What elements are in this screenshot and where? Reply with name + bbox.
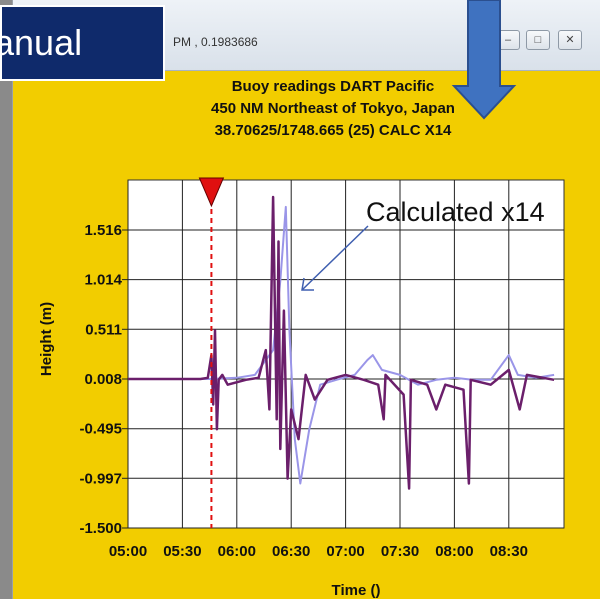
annotation-calculated-label: Calculated x14: [366, 197, 545, 227]
marks-layer: [128, 177, 555, 528]
down-arrow-icon: [451, 0, 517, 120]
manual-label: anual: [0, 22, 83, 63]
chart-title-line-1: Buoy readings DART Pacific: [231, 78, 435, 95]
x-tick-label: 08:30: [490, 543, 528, 560]
measured-series-line: [128, 195, 555, 490]
y-tick-label: -0.997: [79, 470, 122, 487]
event-marker-triangle: [198, 177, 225, 208]
background-strip: [0, 0, 12, 599]
x-axis-label: Time (): [332, 582, 381, 599]
y-tick-label: 1.516: [84, 222, 122, 239]
maximize-button[interactable]: □: [526, 30, 550, 50]
close-button[interactable]: ✕: [558, 30, 582, 50]
x-tick-label: 07:00: [326, 543, 364, 560]
x-tick-label: 05:00: [109, 543, 147, 560]
manual-label-box: anual: [0, 5, 165, 81]
y-tick-label: 0.511: [85, 321, 122, 338]
x-tick-label: 05:30: [163, 543, 201, 560]
plot-layer: 05:00 05:30 06:00 06:30 07:00 07:30 08:00 08:30…: [38, 179, 565, 599]
chart-title-line-3: 38.70625/1748.665 (25) CALC X14: [214, 122, 452, 139]
y-tick-label: 0.008: [84, 371, 122, 388]
overlay-layer: Calculated x14: [301, 0, 545, 291]
y-axis-label: Height (m): [38, 302, 55, 376]
window-title: PM , 0.1983686: [173, 35, 258, 49]
x-tick-label: 07:30: [381, 543, 419, 560]
annotation-pointer-line: [301, 225, 369, 291]
chart-title-block: Buoy readings DART Pacific 450 NM Northe…: [113, 76, 553, 142]
y-tick-label: 1.014: [84, 272, 122, 289]
x-tick-label: 06:30: [272, 543, 310, 560]
annotation-pointer-head: [301, 277, 314, 291]
y-tick-label: -0.495: [79, 421, 122, 438]
y-tick-label: -1.500: [79, 520, 122, 537]
x-tick-label: 08:00: [435, 543, 473, 560]
x-tick-label: 06:00: [218, 543, 256, 560]
chart-title-line-2: 450 NM Northeast of Tokyo, Japan: [211, 100, 455, 117]
